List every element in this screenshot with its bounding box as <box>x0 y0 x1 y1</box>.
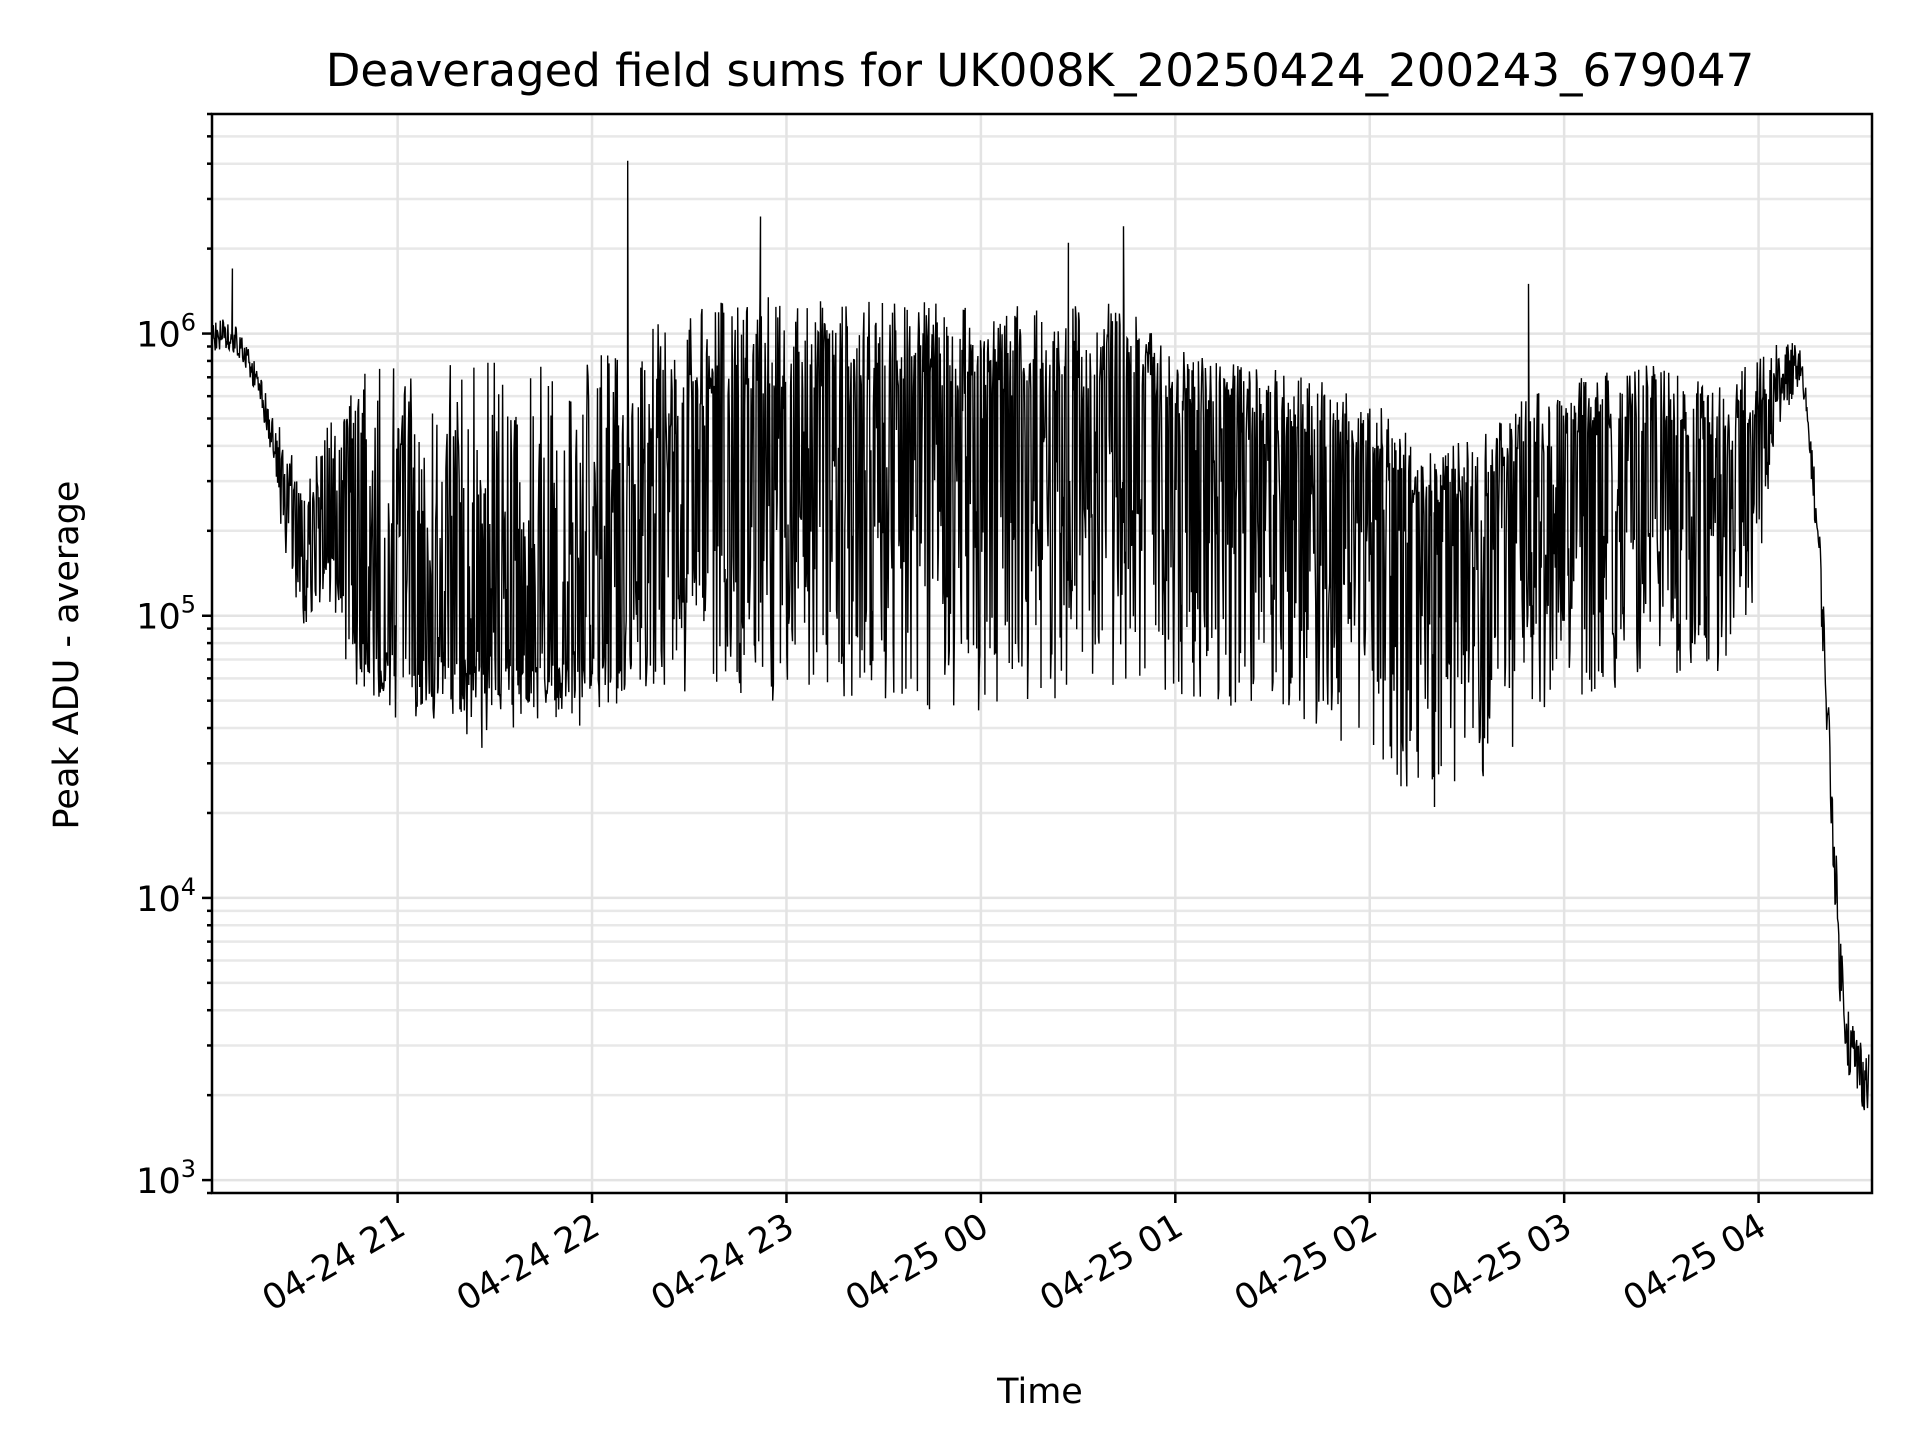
y-tick-label: 106 <box>136 309 196 356</box>
y-tick-exponent: 3 <box>181 1155 196 1183</box>
y-tick-base: 10 <box>136 316 181 356</box>
x-axis-label: Time <box>996 1372 1083 1412</box>
y-tick-label: 103 <box>136 1155 196 1202</box>
y-tick-exponent: 5 <box>181 591 196 619</box>
series-layer <box>212 160 1870 1111</box>
y-tick-exponent: 6 <box>181 309 196 337</box>
axes-frame <box>210 112 1874 1195</box>
y-tick-base: 10 <box>136 1162 181 1202</box>
y-tick-base: 10 <box>136 880 181 920</box>
series-line <box>212 160 1870 1111</box>
chart-title: Deaveraged field sums for UK008K_2025042… <box>326 44 1755 97</box>
y-tick-base: 10 <box>136 598 181 638</box>
y-tick-exponent: 4 <box>181 873 196 901</box>
y-axis-label: Peak ADU - average <box>47 481 87 830</box>
y-tick-label: 104 <box>136 873 196 920</box>
y-tick-label: 105 <box>136 591 196 638</box>
